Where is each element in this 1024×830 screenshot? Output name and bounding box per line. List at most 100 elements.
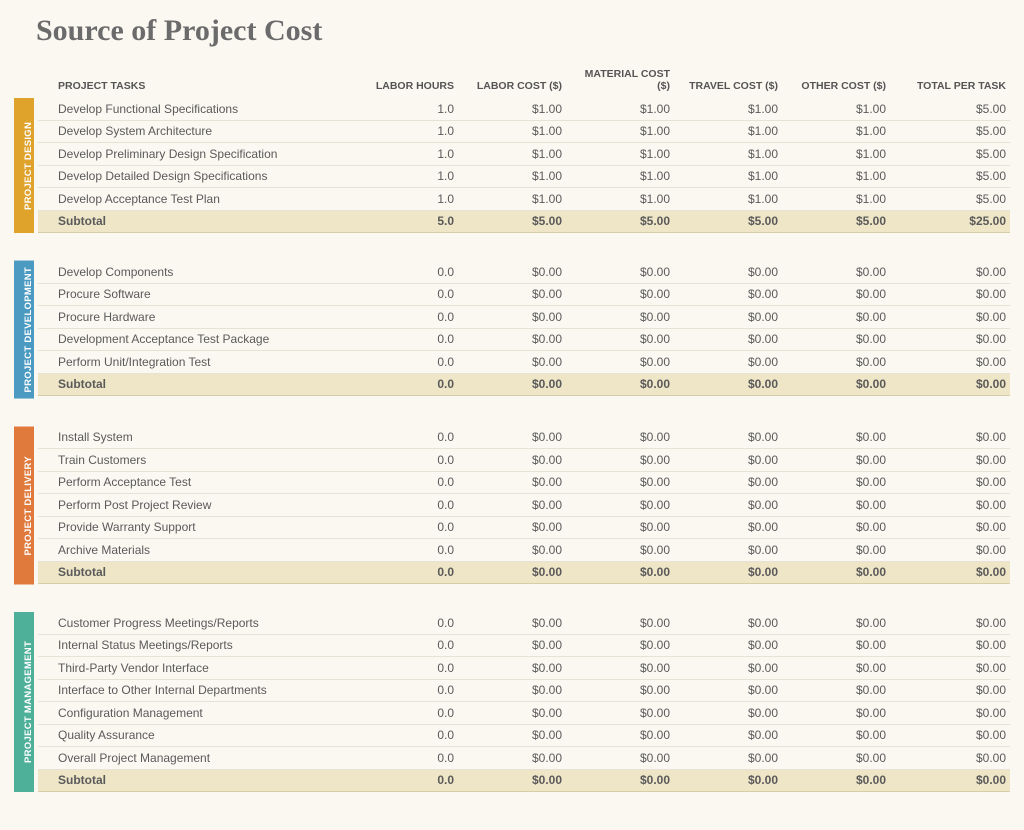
cell-labor-cost: $0.00 [462, 683, 570, 697]
cell-material-cost: $0.00 [570, 683, 678, 697]
table-row[interactable]: Develop Preliminary Design Specification… [38, 143, 1010, 166]
cell-labor-hours: 0.0 [354, 310, 462, 324]
cell-material-cost: $0.00 [570, 430, 678, 444]
table-row[interactable]: Internal Status Meetings/Reports0.0$0.00… [38, 635, 1010, 658]
cell-other-cost: $0.00 [786, 498, 894, 512]
cell-other-cost: $5.00 [786, 214, 894, 228]
cell-task: Install System [58, 430, 354, 444]
table-row[interactable]: Third-Party Vendor Interface0.0$0.00$0.0… [38, 657, 1010, 680]
cell-other-cost: $0.00 [786, 520, 894, 534]
cell-material-cost: $1.00 [570, 102, 678, 116]
cell-travel-cost: $0.00 [678, 355, 786, 369]
cell-material-cost: $1.00 [570, 169, 678, 183]
col-header-material-cost: MATERIAL COST ($) [570, 68, 678, 92]
table-row[interactable]: Perform Unit/Integration Test0.0$0.00$0.… [38, 351, 1010, 374]
cell-material-cost: $0.00 [570, 773, 678, 787]
cell-labor-hours: 0.0 [354, 683, 462, 697]
cell-labor-hours: 0.0 [354, 616, 462, 630]
cell-total: $0.00 [894, 377, 1010, 391]
cell-labor-hours: 0.0 [354, 475, 462, 489]
cell-labor-hours: 1.0 [354, 192, 462, 206]
cell-task: Third-Party Vendor Interface [58, 661, 354, 675]
subtotal-row[interactable]: Subtotal5.0$5.00$5.00$5.00$5.00$25.00 [38, 211, 1010, 234]
cell-material-cost: $0.00 [570, 332, 678, 346]
cell-travel-cost: $0.00 [678, 683, 786, 697]
subtotal-row[interactable]: Subtotal0.0$0.00$0.00$0.00$0.00$0.00 [38, 562, 1010, 585]
cell-labor-hours: 0.0 [354, 430, 462, 444]
table-row[interactable]: Configuration Management0.0$0.00$0.00$0.… [38, 702, 1010, 725]
cell-other-cost: $1.00 [786, 124, 894, 138]
cell-travel-cost: $1.00 [678, 124, 786, 138]
cell-travel-cost: $0.00 [678, 475, 786, 489]
cell-total: $0.00 [894, 453, 1010, 467]
cell-travel-cost: $0.00 [678, 430, 786, 444]
cell-total: $0.00 [894, 565, 1010, 579]
table-row[interactable]: Develop Acceptance Test Plan1.0$1.00$1.0… [38, 188, 1010, 211]
cell-travel-cost: $0.00 [678, 377, 786, 391]
table-row[interactable]: Procure Hardware0.0$0.00$0.00$0.00$0.00$… [38, 306, 1010, 329]
table-row[interactable]: Develop Functional Specifications1.0 $1.0… [38, 98, 1010, 121]
cell-material-cost: $5.00 [570, 214, 678, 228]
cell-task: Develop Components [58, 265, 354, 279]
cell-labor-cost: $0.00 [462, 475, 570, 489]
cell-labor-hours: 0.0 [354, 565, 462, 579]
cell-material-cost: $0.00 [570, 310, 678, 324]
table-row[interactable]: Train Customers0.0$0.00$0.00$0.00$0.00$0… [38, 449, 1010, 472]
cell-total: $0.00 [894, 430, 1010, 444]
cell-labor-cost: $0.00 [462, 773, 570, 787]
cell-other-cost: $0.00 [786, 332, 894, 346]
cell-other-cost: $0.00 [786, 706, 894, 720]
cell-task: Perform Acceptance Test [58, 475, 354, 489]
cell-material-cost: $0.00 [570, 498, 678, 512]
cell-material-cost: $1.00 [570, 124, 678, 138]
cell-total: $0.00 [894, 706, 1010, 720]
subtotal-row[interactable]: Subtotal0.0$0.00$0.00$0.00$0.00$0.00 [38, 374, 1010, 397]
table-row[interactable]: Archive Materials0.0$0.00$0.00$0.00$0.00… [38, 539, 1010, 562]
cell-total: $0.00 [894, 773, 1010, 787]
cell-task: Develop Functional Specifications [58, 102, 354, 116]
cell-labor-hours: 0.0 [354, 751, 462, 765]
cell-travel-cost: $1.00 [678, 169, 786, 183]
table-row[interactable]: Develop Detailed Design Specifications1.… [38, 166, 1010, 189]
cell-material-cost: $0.00 [570, 377, 678, 391]
cell-total: $0.00 [894, 355, 1010, 369]
cell-travel-cost: $0.00 [678, 638, 786, 652]
section-delivery: PROJECT DELIVERYInstall System0.0$0.00$0… [14, 427, 1010, 585]
table-row[interactable]: Provide Warranty Support0.0$0.00$0.00$0.… [38, 517, 1010, 540]
section-management: PROJECT MANAGEMENTCustomer Progress Meet… [14, 612, 1010, 792]
cell-labor-cost: $0.00 [462, 355, 570, 369]
table-row[interactable]: Perform Acceptance Test0.0$0.00$0.00$0.0… [38, 472, 1010, 495]
cell-other-cost: $0.00 [786, 453, 894, 467]
table-row[interactable]: Develop Components0.0$0.00$0.00$0.00$0.0… [38, 261, 1010, 284]
cell-travel-cost: $0.00 [678, 520, 786, 534]
table-row[interactable]: Customer Progress Meetings/Reports0.0$0.… [38, 612, 1010, 635]
section-label-delivery: PROJECT DELIVERY [14, 427, 34, 585]
table-row[interactable]: Overall Project Management0.0$0.00$0.00$… [38, 747, 1010, 770]
cell-task: Development Acceptance Test Package [58, 332, 354, 346]
cell-labor-cost: $0.00 [462, 706, 570, 720]
cell-labor-hours: 0.0 [354, 287, 462, 301]
table-row[interactable]: Procure Software0.0$0.00$0.00$0.00$0.00$… [38, 284, 1010, 307]
cell-task: Train Customers [58, 453, 354, 467]
table-row[interactable]: Interface to Other Internal Departments0… [38, 680, 1010, 703]
cell-labor-cost: $0.00 [462, 638, 570, 652]
cell-labor-cost: $0.00 [462, 543, 570, 557]
cell-labor-hours: 0.0 [354, 332, 462, 346]
table-row[interactable]: Development Acceptance Test Package0.0 $0… [38, 329, 1010, 352]
table-row[interactable]: Install System0.0$0.00$0.00$0.00$0.00$0.… [38, 427, 1010, 450]
cell-other-cost: $0.00 [786, 661, 894, 675]
cell-labor-hours: 0.0 [354, 355, 462, 369]
cell-total: $5.00 [894, 124, 1010, 138]
cell-labor-hours: 0.0 [354, 773, 462, 787]
subtotal-row[interactable]: Subtotal0.0$0.00$0.00$0.00$0.00$0.00 [38, 770, 1010, 793]
cell-labor-hours: 1.0 [354, 102, 462, 116]
table-row[interactable]: Develop System Architecture1.0$1.00$1.00… [38, 121, 1010, 144]
cell-travel-cost: $0.00 [678, 728, 786, 742]
table-row[interactable]: Quality Assurance0.0$0.00$0.00$0.00$0.00… [38, 725, 1010, 748]
cell-labor-cost: $0.00 [462, 265, 570, 279]
cell-other-cost: $0.00 [786, 773, 894, 787]
section-label-management: PROJECT MANAGEMENT [14, 612, 34, 792]
cell-labor-cost: $1.00 [462, 147, 570, 161]
table-row[interactable]: Perform Post Project Review0.0$0.00$0.00… [38, 494, 1010, 517]
cell-task: Provide Warranty Support [58, 520, 354, 534]
